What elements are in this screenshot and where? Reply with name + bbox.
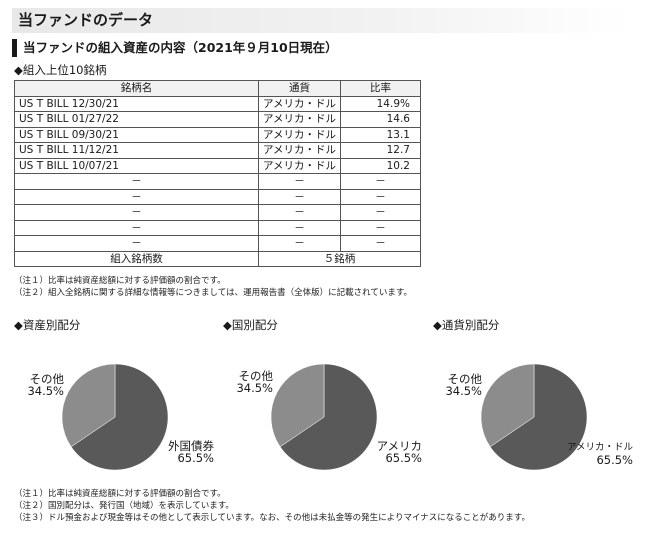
pie-label-value: 65.5%: [596, 453, 633, 467]
top10-heading: ◆組入上位10銘柄: [14, 63, 107, 77]
cell-name: US T BILL 01/27/22: [14, 111, 259, 128]
holdings-table: 銘柄名 通貨 比率 US T BILL 12/30/21 アメリカ・ドル 14.9%…: [14, 80, 421, 267]
cell-ratio: 10.2: [339, 157, 421, 174]
table-row: US T BILL 01/27/22 アメリカ・ドル 14.6: [14, 111, 421, 128]
cell-currency: －: [258, 219, 341, 236]
cell-name: US T BILL 10/07/21: [14, 157, 259, 174]
table-row: －－－: [14, 173, 421, 190]
pie-label-value: 34.5%: [236, 381, 273, 395]
table-row: －－－: [14, 204, 421, 221]
cell-ratio: －: [339, 173, 421, 190]
pie-label-text: その他: [29, 372, 65, 386]
cell-currency: －: [258, 188, 341, 205]
pie-label-major: 外国債券 65.5%: [150, 440, 214, 464]
cell-currency: －: [258, 204, 341, 221]
cell-currency: アメリカ・ドル: [258, 126, 341, 143]
table-header-row: 銘柄名 通貨 比率: [14, 80, 421, 97]
pie-title-currency: ◆通貨別配分: [433, 318, 500, 332]
table-row: －－－: [14, 235, 421, 252]
cell-name: US T BILL 12/30/21: [14, 95, 259, 112]
pie-slice: [279, 363, 378, 471]
table-note-2: （注２）組入全銘柄に関する詳細な情報等につきましては、運用報告書（全体版）に記載…: [14, 288, 412, 298]
cell-ratio: 14.9%: [339, 95, 421, 112]
cell-name: －: [14, 204, 259, 221]
cell-ratio: －: [339, 188, 421, 205]
cell-currency: －: [258, 235, 341, 252]
pie-label-value: 34.5%: [27, 384, 64, 398]
pie-label-other: その他 34.5%: [24, 373, 64, 397]
pie-slice: [270, 363, 325, 448]
pie-chart-currency: [480, 363, 588, 471]
pie-label-text: アメリカ: [376, 439, 422, 453]
section-heading: 当ファンドの組入資産の内容（2021年９月10日現在）: [12, 39, 338, 57]
pie-slice: [61, 363, 116, 448]
pie-label-value: 34.5%: [445, 384, 482, 398]
table-row: US T BILL 11/12/21 アメリカ・ドル 12.7: [14, 142, 421, 159]
bottom-note-2: （注２）国別配分は、発行国（地域）を表示しています。: [14, 501, 234, 511]
cell-name: －: [14, 219, 259, 236]
header-ratio: 比率: [339, 80, 421, 97]
cell-ratio: －: [339, 204, 421, 221]
pie-label-text: その他: [238, 369, 274, 383]
pie-title-country: ◆国別配分: [223, 318, 278, 332]
pie-chart-asset: [61, 363, 169, 471]
pie-label-major: アメリカ 65.5%: [350, 440, 422, 464]
count-row: 組入銘柄数 ５銘柄: [14, 250, 421, 267]
pie-slice: [70, 363, 169, 471]
cell-currency: アメリカ・ドル: [258, 142, 341, 159]
table-row: US T BILL 12/30/21 アメリカ・ドル 14.9%: [14, 95, 421, 112]
cell-currency: アメリカ・ドル: [258, 95, 341, 112]
cell-currency: アメリカ・ドル: [258, 111, 341, 128]
pie-label-text: 外国債券: [168, 439, 214, 453]
cell-name: －: [14, 235, 259, 252]
table-row: US T BILL 10/07/21 アメリカ・ドル 10.2: [14, 157, 421, 174]
cell-ratio: 13.1: [339, 126, 421, 143]
pie-label-major: アメリカ・ドル 65.5%: [565, 440, 633, 466]
bottom-note-3: （注３）ドル預金および現金等はその他として表示しています。なお、その他は未払金等…: [14, 513, 530, 523]
table-note-1: （注１）比率は純資産総額に対する評価額の割合です。: [14, 276, 226, 286]
cell-ratio: 12.7: [339, 142, 421, 159]
cell-ratio: －: [339, 219, 421, 236]
pie-label-value: 65.5%: [177, 451, 214, 465]
cell-currency: アメリカ・ドル: [258, 157, 341, 174]
count-label: 組入銘柄数: [14, 250, 259, 267]
pie-label-value: 65.5%: [385, 451, 422, 465]
pie-chart-country: [270, 363, 378, 471]
pie-label-other: その他 34.5%: [233, 370, 273, 394]
cell-name: US T BILL 09/30/21: [14, 126, 259, 143]
bottom-note-1: （注１）比率は純資産総額に対する評価額の割合です。: [14, 489, 226, 499]
pie-title-asset: ◆資産別配分: [14, 318, 81, 332]
cell-name: －: [14, 173, 259, 190]
pie-slice: [489, 363, 588, 471]
page-title: 当ファンドのデータ: [12, 8, 633, 33]
table-row: －－－: [14, 219, 421, 236]
count-value: ５銘柄: [258, 250, 421, 267]
pie-label-text: アメリカ・ドル: [566, 442, 633, 453]
header-name: 銘柄名: [14, 80, 259, 97]
header-currency: 通貨: [258, 80, 341, 97]
table-row: US T BILL 09/30/21 アメリカ・ドル 13.1: [14, 126, 421, 143]
cell-ratio: 14.6: [339, 111, 421, 128]
pie-label-text: その他: [447, 372, 483, 386]
cell-ratio: －: [339, 235, 421, 252]
cell-currency: －: [258, 173, 341, 190]
cell-name: US T BILL 11/12/21: [14, 142, 259, 159]
pie-slice: [480, 363, 535, 448]
table-row: －－－: [14, 188, 421, 205]
cell-name: －: [14, 188, 259, 205]
pie-label-other: その他 34.5%: [442, 373, 482, 397]
